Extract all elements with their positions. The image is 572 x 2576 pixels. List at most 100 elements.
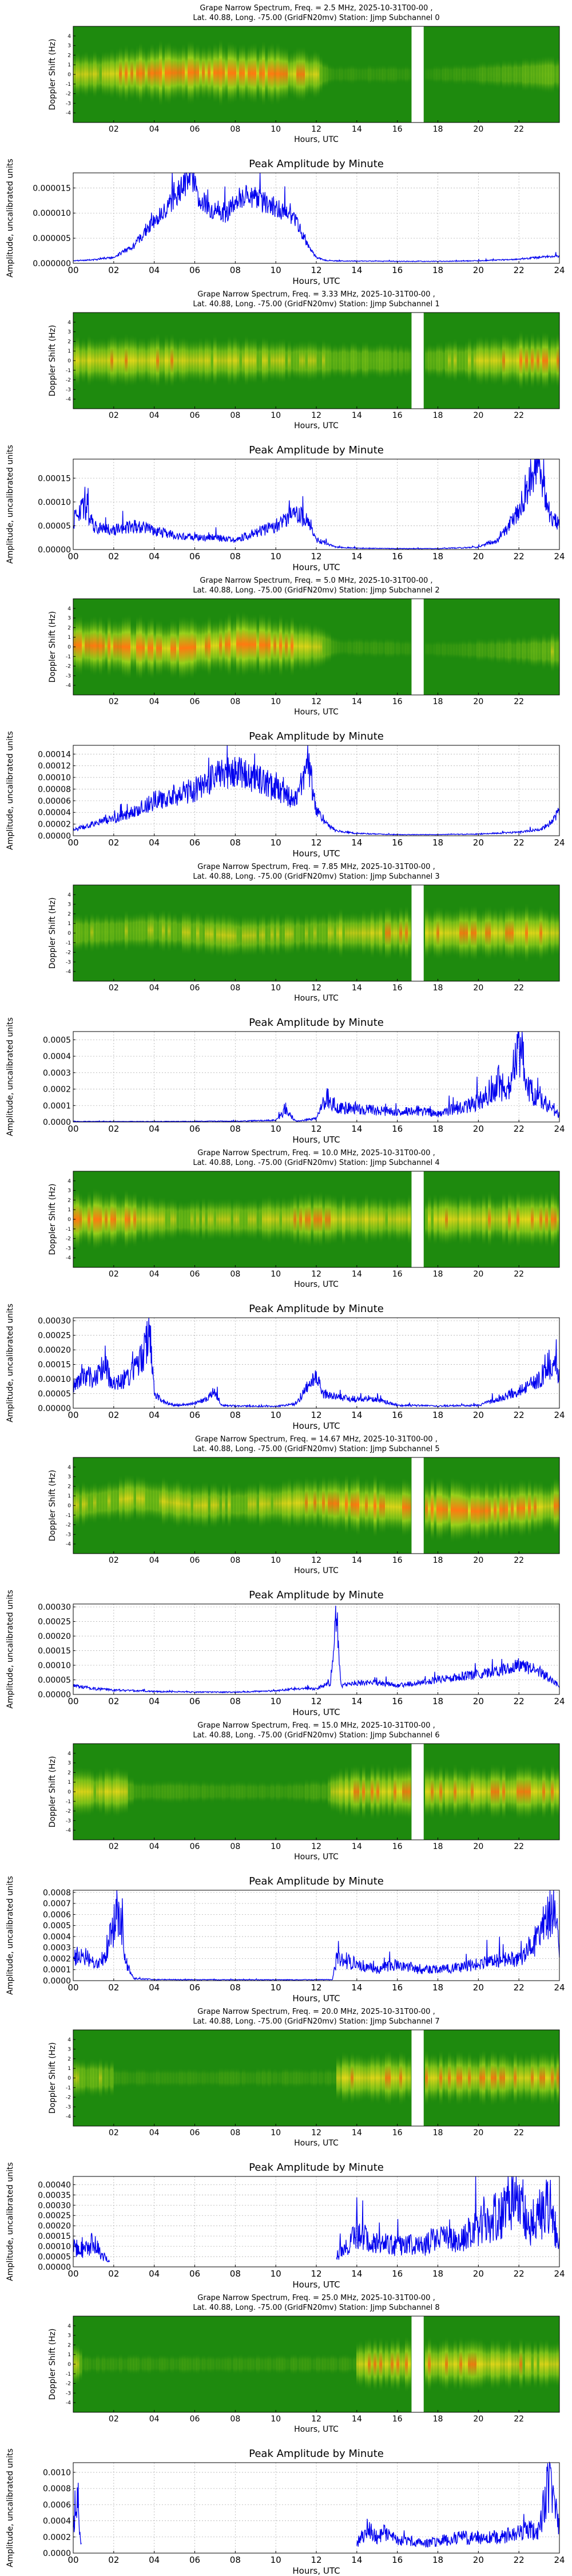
x-tick-label: 24 <box>554 1124 565 1134</box>
spectrogram-column <box>110 26 114 123</box>
amplitude-plot <box>73 2176 560 2267</box>
spectrogram-column <box>465 26 468 123</box>
spectrogram-column <box>425 2316 428 2412</box>
spectrogram-column <box>482 26 486 123</box>
spectrogram-column <box>190 599 194 695</box>
x-tick-label: 04 <box>149 1696 160 1706</box>
spectrogram-column <box>502 2316 506 2412</box>
spectrogram-column <box>539 313 543 409</box>
y-tick-label: 0.00020 <box>38 2222 71 2231</box>
amplitude-plot <box>73 1603 560 1695</box>
spectrogram-column <box>534 26 537 123</box>
spectrogram-column <box>331 2316 334 2412</box>
spectrogram-column <box>76 26 80 123</box>
spectrogram-column <box>199 26 202 123</box>
spectrogram-column <box>517 313 520 409</box>
spectrogram-column <box>162 885 165 981</box>
spectrogram-column <box>348 1744 351 1840</box>
spectrogram-column <box>253 599 257 695</box>
spectrogram-column <box>173 2316 177 2412</box>
spectrogram-column <box>210 1744 214 1840</box>
spectrogram-column <box>551 1457 554 1554</box>
y-tick-label: -4 <box>66 683 71 689</box>
spectrogram-column <box>325 1744 328 1840</box>
spectrogram-column <box>462 1744 466 1840</box>
spectrogram-column <box>82 1744 85 1840</box>
x-tick-label: 08 <box>230 265 241 275</box>
spectrogram-column <box>528 313 531 409</box>
spectrogram-title: Grape Narrow Spectrum, Freq. = 3.33 MHz,… <box>197 290 435 299</box>
spectrogram-column <box>308 2316 311 2412</box>
x-tick-label: 22 <box>514 697 524 706</box>
spectrogram-xlabel: Hours, UTC <box>294 135 339 144</box>
amplitude-title: Peak Amplitude by Minute <box>249 1875 384 1887</box>
spectrogram-column <box>210 1171 214 1267</box>
spectrogram-column <box>351 1744 354 1840</box>
spectrogram-column <box>456 885 460 981</box>
spectrogram-column <box>499 885 503 981</box>
spectrogram-column <box>285 1171 288 1267</box>
spectrogram-title: Grape Narrow Spectrum, Freq. = 20.0 MHz,… <box>197 2008 435 2016</box>
spectrogram-column <box>130 599 134 695</box>
spectrogram-column <box>148 599 151 695</box>
spectrogram-column <box>242 599 245 695</box>
spectrogram-column <box>142 599 145 695</box>
spectrogram-column <box>208 1744 211 1840</box>
x-tick-label: 10 <box>271 1696 281 1706</box>
y-tick-label: 0.00000 <box>38 546 71 555</box>
spectrogram-column <box>179 599 182 695</box>
x-tick-label: 12 <box>311 265 321 275</box>
spectrogram-column <box>388 885 391 981</box>
spectrogram-column <box>253 2030 257 2126</box>
spectrogram-column <box>188 885 191 981</box>
spectrogram-column <box>173 26 177 123</box>
spectrogram-column <box>139 2316 142 2412</box>
spectrogram-column <box>505 26 509 123</box>
spectrogram-title: Grape Narrow Spectrum, Freq. = 7.85 MHz,… <box>197 863 435 871</box>
y-tick-label: 0 <box>67 1789 71 1795</box>
spectrogram-column <box>353 26 357 123</box>
spectrogram-column <box>96 599 100 695</box>
spectrogram-column <box>468 313 471 409</box>
y-tick-label: -4 <box>66 110 71 116</box>
spectrogram-column <box>88 1744 91 1840</box>
spectrogram-column <box>451 885 454 981</box>
spectrogram-column <box>145 2030 148 2126</box>
spectrogram-column <box>368 2030 371 2126</box>
spectrogram-column <box>514 2030 517 2126</box>
spectrogram-column <box>371 2030 374 2126</box>
spectrogram-column <box>548 599 551 695</box>
spectrogram-column <box>88 2316 91 2412</box>
spectrogram-column <box>299 2316 303 2412</box>
spectrogram-column <box>205 313 208 409</box>
spectrogram-column <box>279 1744 283 1840</box>
spectrogram-column <box>202 1457 205 1554</box>
x-tick-label: 10 <box>271 2555 281 2565</box>
spectrogram-column <box>233 885 237 981</box>
spectrogram-column <box>322 313 325 409</box>
y-tick-label: -1 <box>66 2085 71 2091</box>
spectrogram-column <box>251 313 254 409</box>
x-tick-label: 12 <box>311 551 321 562</box>
spectrogram-column <box>448 2316 451 2412</box>
amplitude-background <box>73 2176 559 2267</box>
x-tick-label: 00 <box>67 1696 78 1706</box>
spectrogram-column <box>113 885 117 981</box>
spectrogram-column <box>459 885 463 981</box>
spectrogram-column <box>93 599 97 695</box>
spectrogram-column <box>79 2030 82 2126</box>
x-tick-label: 24 <box>554 1410 565 1420</box>
spectrogram-column <box>182 1457 185 1554</box>
amplitude-xlabel: Hours, UTC <box>292 1421 340 1431</box>
spectrogram-column <box>202 599 205 695</box>
spectrogram-column <box>156 1171 160 1267</box>
spectrogram-column <box>85 1744 88 1840</box>
spectrogram-column <box>233 2030 237 2126</box>
spectrogram-column <box>245 2030 248 2126</box>
spectrogram-column <box>236 26 240 123</box>
spectrogram-column <box>408 2316 411 2412</box>
spectrogram-xlabel: Hours, UTC <box>294 2139 339 2148</box>
spectrogram-column <box>128 1171 131 1267</box>
spectrogram-column <box>102 26 105 123</box>
y-tick-label: 0 <box>67 358 71 364</box>
